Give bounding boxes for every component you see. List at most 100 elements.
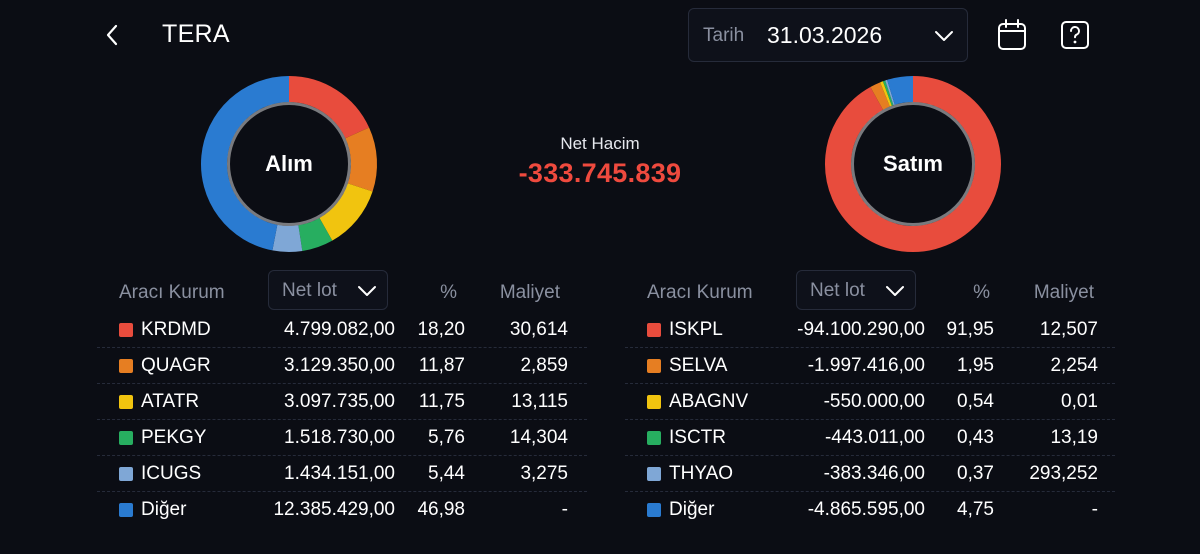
table-row[interactable]: ATATR 3.097.735,00 11,75 13,115 <box>97 384 587 420</box>
buy-slice <box>297 217 333 251</box>
calendar-icon[interactable] <box>996 18 1028 52</box>
buy-slice <box>319 182 373 241</box>
percent: 46,98 <box>417 499 465 520</box>
net-lot: -550.000,00 <box>823 391 925 412</box>
buy-inner-ring <box>227 102 351 226</box>
cost: 13,115 <box>511 391 568 412</box>
legend-swatch <box>119 503 133 517</box>
table-row[interactable]: SELVA -1.997.416,00 1,95 2,254 <box>625 348 1115 384</box>
percent: 0,54 <box>957 391 994 412</box>
percent: 5,44 <box>428 463 465 484</box>
sell-rows: ISKPL -94.100.290,00 91,95 12,507 SELVA -1.99… <box>625 312 1115 527</box>
percent: 11,87 <box>418 355 465 376</box>
buy-table: Aracı Kurum Net lot % Maliyet KRDMD 4.799… <box>97 270 587 530</box>
net-lot: -443.011,00 <box>824 427 925 448</box>
legend-swatch <box>647 503 661 517</box>
sell-inner-ring <box>851 102 975 226</box>
sell-col-cost: Maliyet <box>1033 282 1094 303</box>
sell-slice <box>870 82 891 110</box>
sell-metric-select[interactable]: Net lot <box>796 270 916 310</box>
sell-slice <box>885 79 895 106</box>
sell-label: Satım <box>883 151 943 176</box>
cost: 2,859 <box>520 355 568 376</box>
date-value: 31.03.2026 <box>767 22 883 48</box>
broker-name: Diğer <box>669 499 715 520</box>
cost: 14,304 <box>509 427 568 448</box>
cost: 12,507 <box>1039 319 1098 340</box>
legend-swatch <box>647 395 661 409</box>
broker-name: ISCTR <box>669 427 726 448</box>
table-row[interactable]: PEKGY 1.518.730,00 5,76 14,304 <box>97 420 587 456</box>
cost: 2,254 <box>1050 355 1098 376</box>
legend-swatch <box>119 323 133 337</box>
broker-name: ICUGS <box>141 463 202 484</box>
broker-name: ISKPL <box>669 319 723 340</box>
table-row[interactable]: KRDMD 4.799.082,00 18,20 30,614 <box>97 312 587 348</box>
table-row[interactable]: ISCTR -443.011,00 0,43 13,19 <box>625 420 1115 456</box>
broker-name: Diğer <box>141 499 187 520</box>
percent: 1,95 <box>957 355 994 376</box>
cost: 293,252 <box>1029 463 1098 484</box>
net-lot: -383.346,00 <box>823 463 925 484</box>
legend-swatch <box>647 359 661 373</box>
sell-table: Aracı Kurum Net lot % Maliyet ISKPL -94.1… <box>625 270 1115 530</box>
percent: 91,95 <box>946 319 994 340</box>
sell-donut-chart: Satım <box>823 74 1003 254</box>
table-row[interactable]: QUAGR 3.129.350,00 11,87 2,859 <box>97 348 587 384</box>
table-row[interactable]: ISKPL -94.100.290,00 91,95 12,507 <box>625 312 1115 348</box>
table-row[interactable]: ICUGS 1.434.151,00 5,44 3,275 <box>97 456 587 492</box>
sell-col-broker: Aracı Kurum <box>647 282 753 303</box>
buy-col-cost: Maliyet <box>499 282 560 303</box>
buy-rows: KRDMD 4.799.082,00 18,20 30,614 QUAGR 3.129.3… <box>97 312 587 527</box>
table-row[interactable]: Diğer -4.865.595,00 4,75 - <box>625 492 1115 527</box>
net-lot: 3.129.350,00 <box>284 355 395 376</box>
chevron-down-icon <box>886 286 904 296</box>
help-icon[interactable] <box>1059 18 1091 52</box>
broker-name: THYAO <box>669 463 734 484</box>
buy-label: Alım <box>265 151 313 176</box>
sell-slice <box>887 76 914 105</box>
percent: 0,37 <box>957 463 994 484</box>
percent: 11,75 <box>418 391 465 412</box>
cost: - <box>561 499 568 520</box>
net-lot: 4.799.082,00 <box>284 319 395 340</box>
buy-metric-select[interactable]: Net lot <box>268 270 388 310</box>
cost: 3,275 <box>520 463 568 484</box>
net-lot: 12.385.429,00 <box>273 499 395 520</box>
table-row[interactable]: Diğer 12.385.429,00 46,98 - <box>97 492 587 527</box>
table-row[interactable]: ABAGNV -550.000,00 0,54 0,01 <box>625 384 1115 420</box>
broker-name: PEKGY <box>141 427 207 448</box>
chevron-down-icon <box>935 31 953 41</box>
percent: 18,20 <box>417 319 465 340</box>
net-lot: -4.865.595,00 <box>807 499 925 520</box>
cost: 30,614 <box>509 319 568 340</box>
legend-swatch <box>647 323 661 337</box>
buy-slice <box>288 76 370 139</box>
chevron-down-icon <box>358 286 376 296</box>
net-lot: -94.100.290,00 <box>797 319 925 340</box>
sell-slice <box>825 76 1001 252</box>
date-selector[interactable]: Tarih 31.03.2026 <box>688 8 968 62</box>
back-icon[interactable] <box>98 20 128 50</box>
buy-metric-select-label: Net lot <box>282 280 337 301</box>
broker-name: ABAGNV <box>669 391 749 412</box>
percent: 4,75 <box>957 499 994 520</box>
net-volume-value: -333.745.839 <box>518 158 682 188</box>
legend-swatch <box>119 431 133 445</box>
broker-name: ATATR <box>141 391 200 412</box>
buy-col-pct: % <box>440 282 457 303</box>
net-lot: -1.997.416,00 <box>807 355 925 376</box>
broker-name: SELVA <box>669 355 728 376</box>
date-label: Tarih <box>703 25 745 46</box>
legend-swatch <box>647 467 661 481</box>
legend-swatch <box>119 395 133 409</box>
buy-slice <box>272 224 303 252</box>
net-lot: 1.518.730,00 <box>284 427 395 448</box>
cost: 13,19 <box>1050 427 1098 448</box>
buy-slice <box>345 127 377 192</box>
percent: 0,43 <box>957 427 994 448</box>
table-row[interactable]: THYAO -383.346,00 0,37 293,252 <box>625 456 1115 492</box>
net-volume-label: Net Hacim <box>560 134 640 153</box>
legend-swatch <box>119 467 133 481</box>
legend-swatch <box>647 431 661 445</box>
